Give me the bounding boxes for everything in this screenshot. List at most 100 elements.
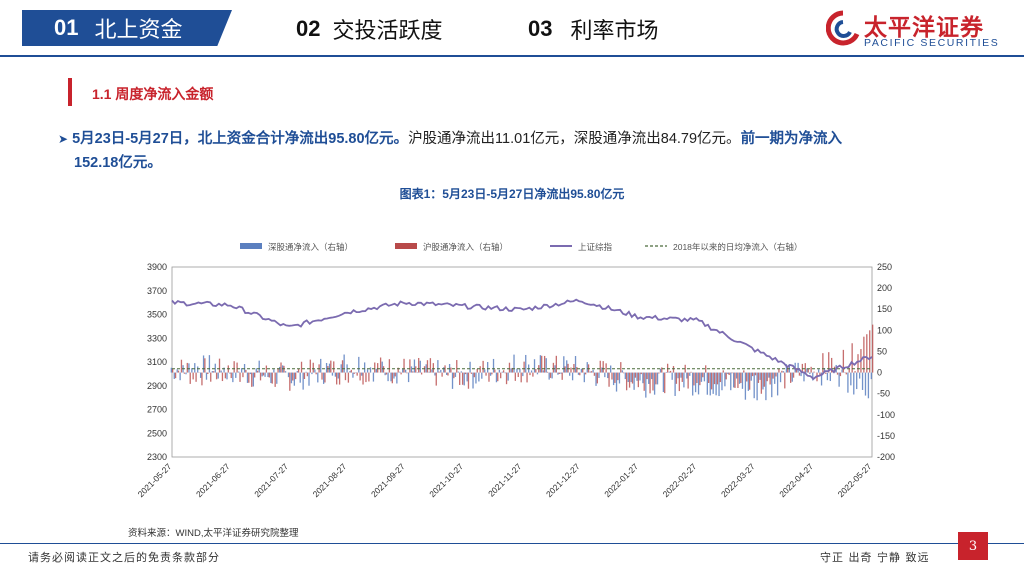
sh-net-inflow-bar xyxy=(743,370,745,373)
sh-net-inflow-bar xyxy=(180,359,183,373)
sh-net-inflow-bar xyxy=(854,371,856,373)
sh-net-inflow-bar xyxy=(628,372,631,388)
sz-net-inflow-bar xyxy=(176,369,178,373)
sz-net-inflow-bar xyxy=(557,372,559,375)
sz-net-inflow-bar xyxy=(287,372,290,378)
tab-interest-rate-market[interactable]: 03 利率市场 xyxy=(528,12,659,46)
sz-net-inflow-bar xyxy=(293,372,296,386)
sh-net-inflow-bar xyxy=(869,330,871,373)
sz-net-inflow-bar xyxy=(774,372,776,384)
sz-net-inflow-bar xyxy=(522,372,524,377)
sh-net-inflow-bar xyxy=(769,372,771,385)
sh-net-inflow-bar xyxy=(690,371,692,373)
sh-net-inflow-bar xyxy=(382,366,385,373)
sh-net-inflow-bar xyxy=(309,359,311,373)
sz-net-inflow-bar xyxy=(645,372,647,398)
sh-net-inflow-bar xyxy=(233,361,235,373)
sz-net-inflow-bar xyxy=(331,372,334,376)
sz-net-inflow-bar xyxy=(279,366,281,373)
sh-net-inflow-bar xyxy=(731,372,733,374)
sz-net-inflow-bar xyxy=(358,356,360,373)
chart-title: 图表1：5月23日-5月27日净流出95.80亿元 xyxy=(399,187,625,201)
sh-net-inflow-bar xyxy=(734,372,736,388)
legend-label-0: 深股通净流入（右轴） xyxy=(268,242,353,252)
sz-net-inflow-bar xyxy=(320,358,322,373)
sh-net-inflow-bar xyxy=(502,370,505,373)
logo-english-name: PACIFIC SECURITIES xyxy=(864,37,1000,49)
sz-net-inflow-bar xyxy=(624,372,626,380)
sz-net-inflow-bar xyxy=(290,372,293,384)
sh-net-inflow-bar xyxy=(763,372,765,387)
sz-net-inflow-bar xyxy=(217,372,219,379)
sh-net-inflow-bar xyxy=(678,372,681,392)
sh-net-inflow-bar xyxy=(716,372,719,385)
right-axis-tick-label: -50 xyxy=(877,389,890,399)
sz-net-inflow-bar xyxy=(583,372,585,383)
right-axis-tick-label: -100 xyxy=(877,410,895,420)
sh-net-inflow-bar xyxy=(825,372,827,374)
sz-net-inflow-bar xyxy=(407,372,410,383)
sz-net-inflow-bar xyxy=(296,371,298,373)
sh-net-inflow-bar xyxy=(836,372,839,375)
sz-net-inflow-bar xyxy=(730,372,732,391)
sh-net-inflow-bar xyxy=(482,360,484,373)
sz-net-inflow-bar xyxy=(487,362,489,373)
sh-net-inflow-bar xyxy=(696,372,698,383)
sh-net-inflow-bar xyxy=(652,372,654,391)
sz-net-inflow-bar xyxy=(484,369,486,373)
sh-net-inflow-bar xyxy=(341,360,344,373)
sz-net-inflow-bar xyxy=(598,372,600,378)
sz-net-inflow-bar xyxy=(607,372,609,379)
sz-net-inflow-bar xyxy=(238,371,240,373)
sh-net-inflow-bar xyxy=(259,372,262,381)
sz-net-inflow-bar xyxy=(252,372,255,387)
sz-net-inflow-bar xyxy=(510,368,512,373)
tab-trading-activity[interactable]: 02 交投活跃度 xyxy=(296,12,443,46)
sh-net-inflow-bar xyxy=(751,372,754,377)
sz-net-inflow-bar xyxy=(325,362,328,373)
sz-net-inflow-bar xyxy=(554,365,556,373)
sh-net-inflow-bar xyxy=(418,357,420,373)
sh-net-inflow-bar xyxy=(725,372,727,380)
legend-label-1: 沪股通净流入（右轴） xyxy=(423,242,508,252)
sz-net-inflow-bar xyxy=(495,372,498,383)
summary-previous-period: 前一期为净流入 xyxy=(740,131,843,147)
sz-net-inflow-bar xyxy=(220,370,222,373)
sz-net-inflow-bar xyxy=(261,372,263,377)
sh-net-inflow-bar xyxy=(526,372,528,383)
sz-net-inflow-bar xyxy=(662,372,665,393)
sz-net-inflow-bar xyxy=(735,372,738,379)
sh-net-inflow-bar xyxy=(775,372,777,377)
sz-net-inflow-bar xyxy=(513,354,515,373)
sz-net-inflow-bar xyxy=(475,372,477,384)
left-axis-tick-label: 2300 xyxy=(147,452,167,462)
sh-net-inflow-bar xyxy=(464,372,467,375)
sz-net-inflow-bar xyxy=(744,372,747,400)
sh-net-inflow-bar xyxy=(546,371,549,373)
legend-label-3: 2018年以来的日均净流入（右轴） xyxy=(673,242,802,252)
sz-net-inflow-bar xyxy=(627,372,629,383)
sh-net-inflow-bar xyxy=(643,372,645,391)
sz-net-inflow-bar xyxy=(264,372,266,377)
sh-net-inflow-bar xyxy=(508,362,511,373)
sz-net-inflow-bar xyxy=(665,371,667,373)
company-logo: 太平洋证券 PACIFIC SECURITIES xyxy=(826,8,1016,54)
sz-net-inflow-bar xyxy=(211,371,214,373)
sz-net-inflow-bar xyxy=(677,372,679,379)
sh-net-inflow-bar xyxy=(300,361,303,373)
sz-net-inflow-bar xyxy=(800,372,802,377)
sz-net-inflow-bar xyxy=(791,372,793,382)
x-axis-tick-label: 2022-02-27 xyxy=(661,461,699,499)
sz-net-inflow-bar xyxy=(226,372,228,380)
sh-net-inflow-bar xyxy=(453,372,455,379)
sz-net-inflow-bar xyxy=(519,368,521,373)
sz-net-inflow-bar xyxy=(199,372,202,378)
sz-net-inflow-bar xyxy=(507,372,509,381)
tab-northbound-capital[interactable]: 01 北上资金 xyxy=(22,10,232,46)
sz-net-inflow-bar xyxy=(276,372,278,384)
logo-emblem-icon xyxy=(826,10,860,46)
sh-net-inflow-bar xyxy=(172,368,174,373)
tab-number: 03 xyxy=(528,16,553,41)
sh-net-inflow-bar xyxy=(687,372,689,389)
sz-net-inflow-bar xyxy=(402,369,404,373)
